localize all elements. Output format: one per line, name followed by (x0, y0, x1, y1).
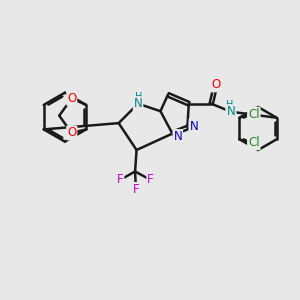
Text: N: N (173, 130, 182, 143)
Text: O: O (67, 92, 76, 105)
Text: O: O (67, 127, 76, 140)
Text: F: F (147, 173, 154, 186)
Text: Cl: Cl (248, 136, 260, 149)
Text: N: N (190, 120, 198, 133)
Text: Cl: Cl (248, 108, 260, 121)
Text: H: H (226, 100, 233, 110)
Text: F: F (117, 173, 124, 186)
Text: N: N (134, 97, 142, 110)
Text: O: O (211, 78, 220, 92)
Text: F: F (133, 183, 139, 196)
Text: H: H (135, 92, 142, 102)
Text: N: N (227, 105, 236, 118)
